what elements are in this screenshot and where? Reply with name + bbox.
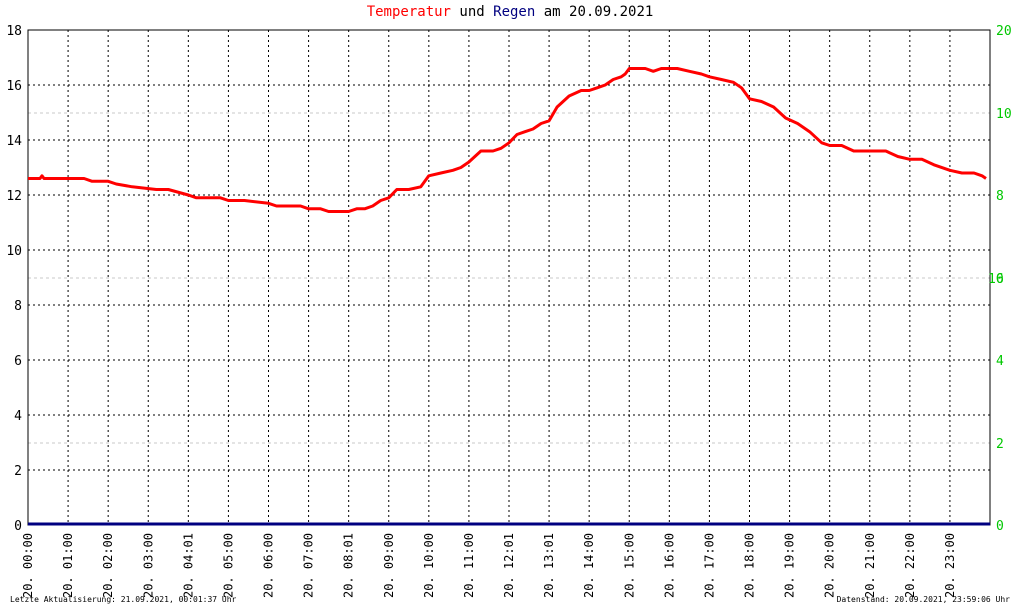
x-tick-label-8: 20. 08:01 (342, 533, 356, 598)
x-tick-label-9: 20. 09:00 (382, 533, 396, 598)
right-y-axis: 0 2 4 6 8 10 20 10 (988, 24, 1012, 534)
right-tick-label-8: 8 (996, 189, 1004, 204)
x-tick-label-19: 20. 19:00 (783, 533, 797, 598)
x-axis: 20. 00:00 20. 01:00 20. 02:00 20. 03:00 20. … (21, 533, 957, 598)
left-tick-label-8: 8 (14, 299, 22, 314)
x-tick-label-14: 20. 14:00 (582, 533, 596, 598)
left-tick-label-6: 6 (14, 354, 22, 369)
x-tick-label-23: 20. 23:00 (943, 533, 957, 598)
x-tick-label-0: 20. 00:00 (21, 533, 35, 598)
x-tick-label-22: 20. 22:00 (903, 533, 917, 598)
series-group (28, 67, 990, 526)
chart-title: Temperatur und Regen am 20.09.2021 (0, 4, 1020, 20)
right-tick-label-extra: 10 (988, 272, 1004, 287)
x-tick-label-15: 20. 15:00 (622, 533, 636, 598)
left-tick-label-10: 10 (6, 244, 22, 259)
right-tick-label-0: 0 (996, 519, 1004, 534)
right-tick-label-4: 4 (996, 354, 1004, 369)
temperature-line (28, 67, 987, 213)
x-tick-label-16: 20. 16:00 (662, 533, 676, 598)
title-und: und (450, 4, 494, 20)
x-tick-label-6: 20. 06:00 (262, 533, 276, 598)
x-tick-label-18: 20. 18:00 (743, 533, 757, 598)
gridlines (28, 30, 990, 525)
title-temperature: Temperatur (366, 4, 451, 20)
x-tick-label-12: 20. 12:01 (502, 533, 516, 598)
x-tick-label-3: 20. 03:00 (141, 533, 155, 598)
x-tick-label-2: 20. 02:00 (101, 533, 115, 598)
last-update-text: Letzte Aktualisierung: 21.09.2021, 00:01… (10, 595, 237, 604)
x-tick-label-10: 20. 10:00 (422, 533, 436, 598)
x-tick-label-20: 20. 20:00 (823, 533, 837, 598)
left-y-axis: 0 2 4 6 8 10 12 14 16 18 (6, 24, 22, 534)
x-tick-label-21: 20. 21:00 (863, 533, 877, 598)
title-date: am 20.09.2021 (535, 4, 654, 20)
x-tick-label-17: 20. 17:00 (702, 533, 716, 598)
x-tick-label-1: 20. 01:00 (61, 533, 75, 598)
right-tick-label-6: 6 (996, 272, 1004, 287)
left-tick-label-14: 14 (6, 134, 22, 149)
left-tick-label-2: 2 (14, 464, 22, 479)
left-tick-label-12: 12 (6, 189, 22, 204)
right-tick-label-2: 2 (996, 437, 1004, 452)
left-tick-label-0: 0 (14, 519, 22, 534)
x-tick-label-7: 20. 07:00 (302, 533, 316, 598)
right-tick-label-10: 10 (996, 107, 1012, 122)
left-tick-label-18: 18 (6, 24, 22, 39)
left-tick-label-4: 4 (14, 409, 22, 424)
data-status-text: Datenstand: 20.09.2021, 23:59:06 Uhr (836, 595, 1010, 604)
title-rain: Regen (493, 4, 536, 20)
x-tick-label-11: 20. 11:00 (462, 533, 476, 598)
x-tick-label-5: 20. 05:00 (221, 533, 235, 598)
x-tick-label-4: 20. 04:01 (181, 533, 195, 598)
aux-gridlines (28, 112, 990, 444)
right-tick-label-20: 20 (996, 24, 1012, 39)
x-tick-label-13: 20. 13:01 (542, 533, 556, 598)
left-tick-label-16: 16 (6, 79, 22, 94)
